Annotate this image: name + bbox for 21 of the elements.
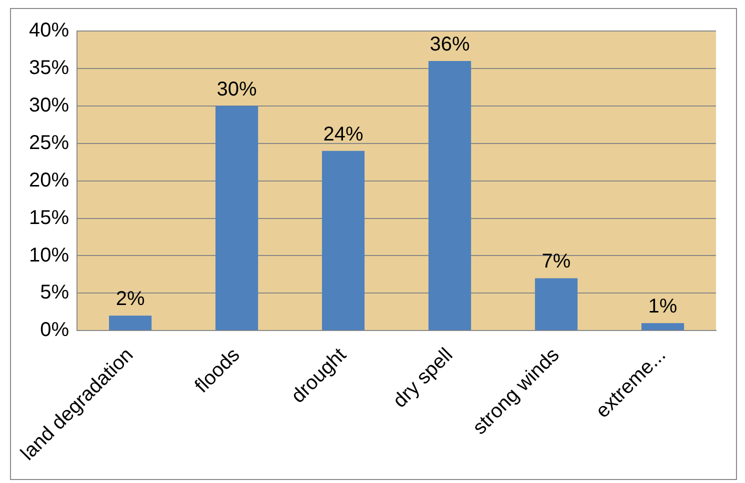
y-tick-label: 15% [29,206,70,229]
data-label: 36% [430,33,470,56]
bar [641,323,684,330]
y-tick-label: 5% [40,282,70,304]
y-tick-label: 10% [29,244,70,266]
y-tick-label: 25% [29,132,70,154]
y-tick-label: 30% [29,94,70,116]
y-tick-label: 0% [40,319,70,342]
y-tick-label: 20% [29,169,70,192]
data-label: 30% [216,78,257,100]
data-label: 7% [542,250,571,273]
data-label: 24% [323,123,364,146]
data-label: 2% [116,288,145,310]
bar [428,60,472,330]
bar [108,316,152,330]
bar [322,150,365,330]
bar [215,106,258,330]
data-label: 1% [648,296,678,318]
y-tick-label: 40% [29,20,70,42]
y-tick-label: 35% [29,56,70,79]
bar [534,278,578,330]
